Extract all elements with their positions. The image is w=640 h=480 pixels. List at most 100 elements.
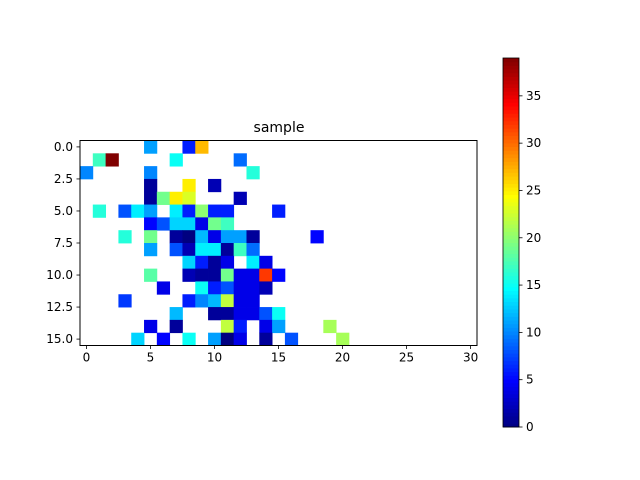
- heatmap-cell: [182, 217, 196, 231]
- colorbar-segment: [503, 275, 519, 280]
- heatmap-cell: [246, 243, 260, 257]
- heatmap-cell: [220, 243, 235, 257]
- heatmap-cell: [233, 153, 247, 167]
- heatmap-cell: [259, 332, 273, 346]
- colorbar-segment: [503, 161, 519, 166]
- heatmap-cell: [220, 230, 235, 244]
- colorbar-segment: [503, 227, 519, 232]
- heatmap-cell: [169, 204, 183, 218]
- x-tick-label: 20: [335, 351, 350, 365]
- colorbar-segment: [503, 412, 519, 417]
- colorbar-segment: [503, 65, 519, 70]
- colorbar-segment: [503, 386, 519, 391]
- heatmap-cell: [182, 230, 196, 244]
- y-tick-label: 15.0: [46, 332, 73, 346]
- heatmap-cell: [144, 268, 158, 282]
- heatmap-cell: [233, 332, 247, 346]
- colorbar-segment: [503, 272, 519, 277]
- colorbar-segment: [503, 209, 519, 214]
- heatmap-cell: [246, 166, 260, 180]
- colorbar-segment: [503, 113, 519, 118]
- colorbar-segment: [503, 135, 519, 140]
- x-tick-label: 10: [207, 351, 222, 365]
- heatmap-cell: [246, 294, 260, 308]
- heatmap-cell: [195, 294, 209, 308]
- heatmap-cell: [220, 332, 235, 346]
- colorbar-segment: [503, 216, 519, 221]
- heatmap-cell: [310, 230, 324, 244]
- colorbar-segment: [503, 146, 519, 151]
- colorbar-segment: [503, 76, 519, 81]
- colorbar-segment: [503, 390, 519, 395]
- colorbar-segment: [503, 168, 519, 173]
- colorbar-segment: [503, 83, 519, 89]
- colorbar-tick-label: 25: [526, 183, 541, 197]
- heatmap-cell: [220, 268, 235, 282]
- heatmap-cell: [208, 332, 222, 346]
- heatmap-cell: [195, 204, 209, 218]
- colorbar-segment: [503, 279, 519, 284]
- colorbar-segment: [503, 331, 519, 336]
- colorbar-segment: [503, 257, 519, 262]
- colorbar-segment: [503, 183, 519, 188]
- colorbar-tick-label: 30: [526, 136, 541, 150]
- y-tick-label: 10.0: [46, 268, 73, 282]
- heatmap-cell: [220, 217, 235, 231]
- chart-title: sample: [254, 120, 305, 136]
- colorbar-segment: [503, 142, 519, 148]
- colorbar-segment: [503, 283, 519, 288]
- colorbar-segment: [503, 286, 519, 291]
- heatmap-cell: [208, 281, 222, 295]
- colorbar-segment: [503, 120, 519, 125]
- colorbar-segment: [503, 316, 519, 321]
- colorbar-segment: [503, 419, 519, 424]
- colorbar-segment: [503, 323, 519, 328]
- colorbar-segment: [503, 353, 519, 358]
- heatmap-cell: [105, 153, 119, 167]
- heatmap-cell: [182, 204, 196, 218]
- colorbar-segment: [503, 157, 519, 162]
- y-tick-label: 7.5: [54, 236, 73, 250]
- heatmap-cell: [182, 268, 196, 282]
- heatmap-cell: [208, 268, 222, 282]
- heatmap-cell: [182, 294, 196, 308]
- colorbar-segment: [503, 109, 519, 114]
- heatmap-cell: [246, 230, 260, 244]
- heatmap-cell: [144, 166, 158, 180]
- colorbar-segment: [503, 423, 519, 428]
- colorbar-segment: [503, 342, 519, 347]
- colorbar-segment: [503, 327, 519, 332]
- colorbar-segment: [503, 58, 519, 63]
- heatmap-cell: [80, 166, 94, 180]
- colorbar-tick-label: 10: [526, 325, 541, 339]
- heatmap-cell: [246, 281, 260, 295]
- colorbar-segment: [503, 404, 519, 410]
- y-axis: 0.0 2.5 5.0 7.5 10.0 12.5 15.0: [46, 140, 80, 346]
- x-tick-label: 30: [463, 351, 478, 365]
- colorbar-segment: [503, 201, 519, 207]
- heatmap-cell: [195, 281, 209, 295]
- colorbar-segment: [503, 408, 519, 413]
- heatmap-cell: [259, 255, 273, 270]
- colorbar-segment: [503, 117, 519, 122]
- colorbar-segment: [503, 198, 519, 203]
- heatmap-cell: [233, 307, 247, 321]
- colorbar-segment: [503, 131, 519, 136]
- heatmap-cell: [195, 255, 209, 270]
- colorbar-segment: [503, 345, 519, 351]
- heatmap-cell: [169, 153, 183, 167]
- colorbar-segment: [503, 242, 519, 247]
- colorbar-segment: [503, 102, 519, 107]
- colorbar-segment: [503, 319, 519, 325]
- colorbar-segment: [503, 235, 519, 240]
- heatmap-cell: [208, 243, 222, 257]
- colorbar-segment: [503, 246, 519, 251]
- heatmap-cell: [208, 204, 222, 218]
- heatmap-cell: [144, 140, 158, 154]
- colorbar: [502, 57, 520, 428]
- colorbar-segment: [503, 360, 519, 365]
- heatmap-cell: [323, 319, 337, 334]
- heatmap-cell: [182, 140, 196, 154]
- heatmap-cell: [246, 268, 260, 282]
- colorbar-segment: [503, 172, 519, 177]
